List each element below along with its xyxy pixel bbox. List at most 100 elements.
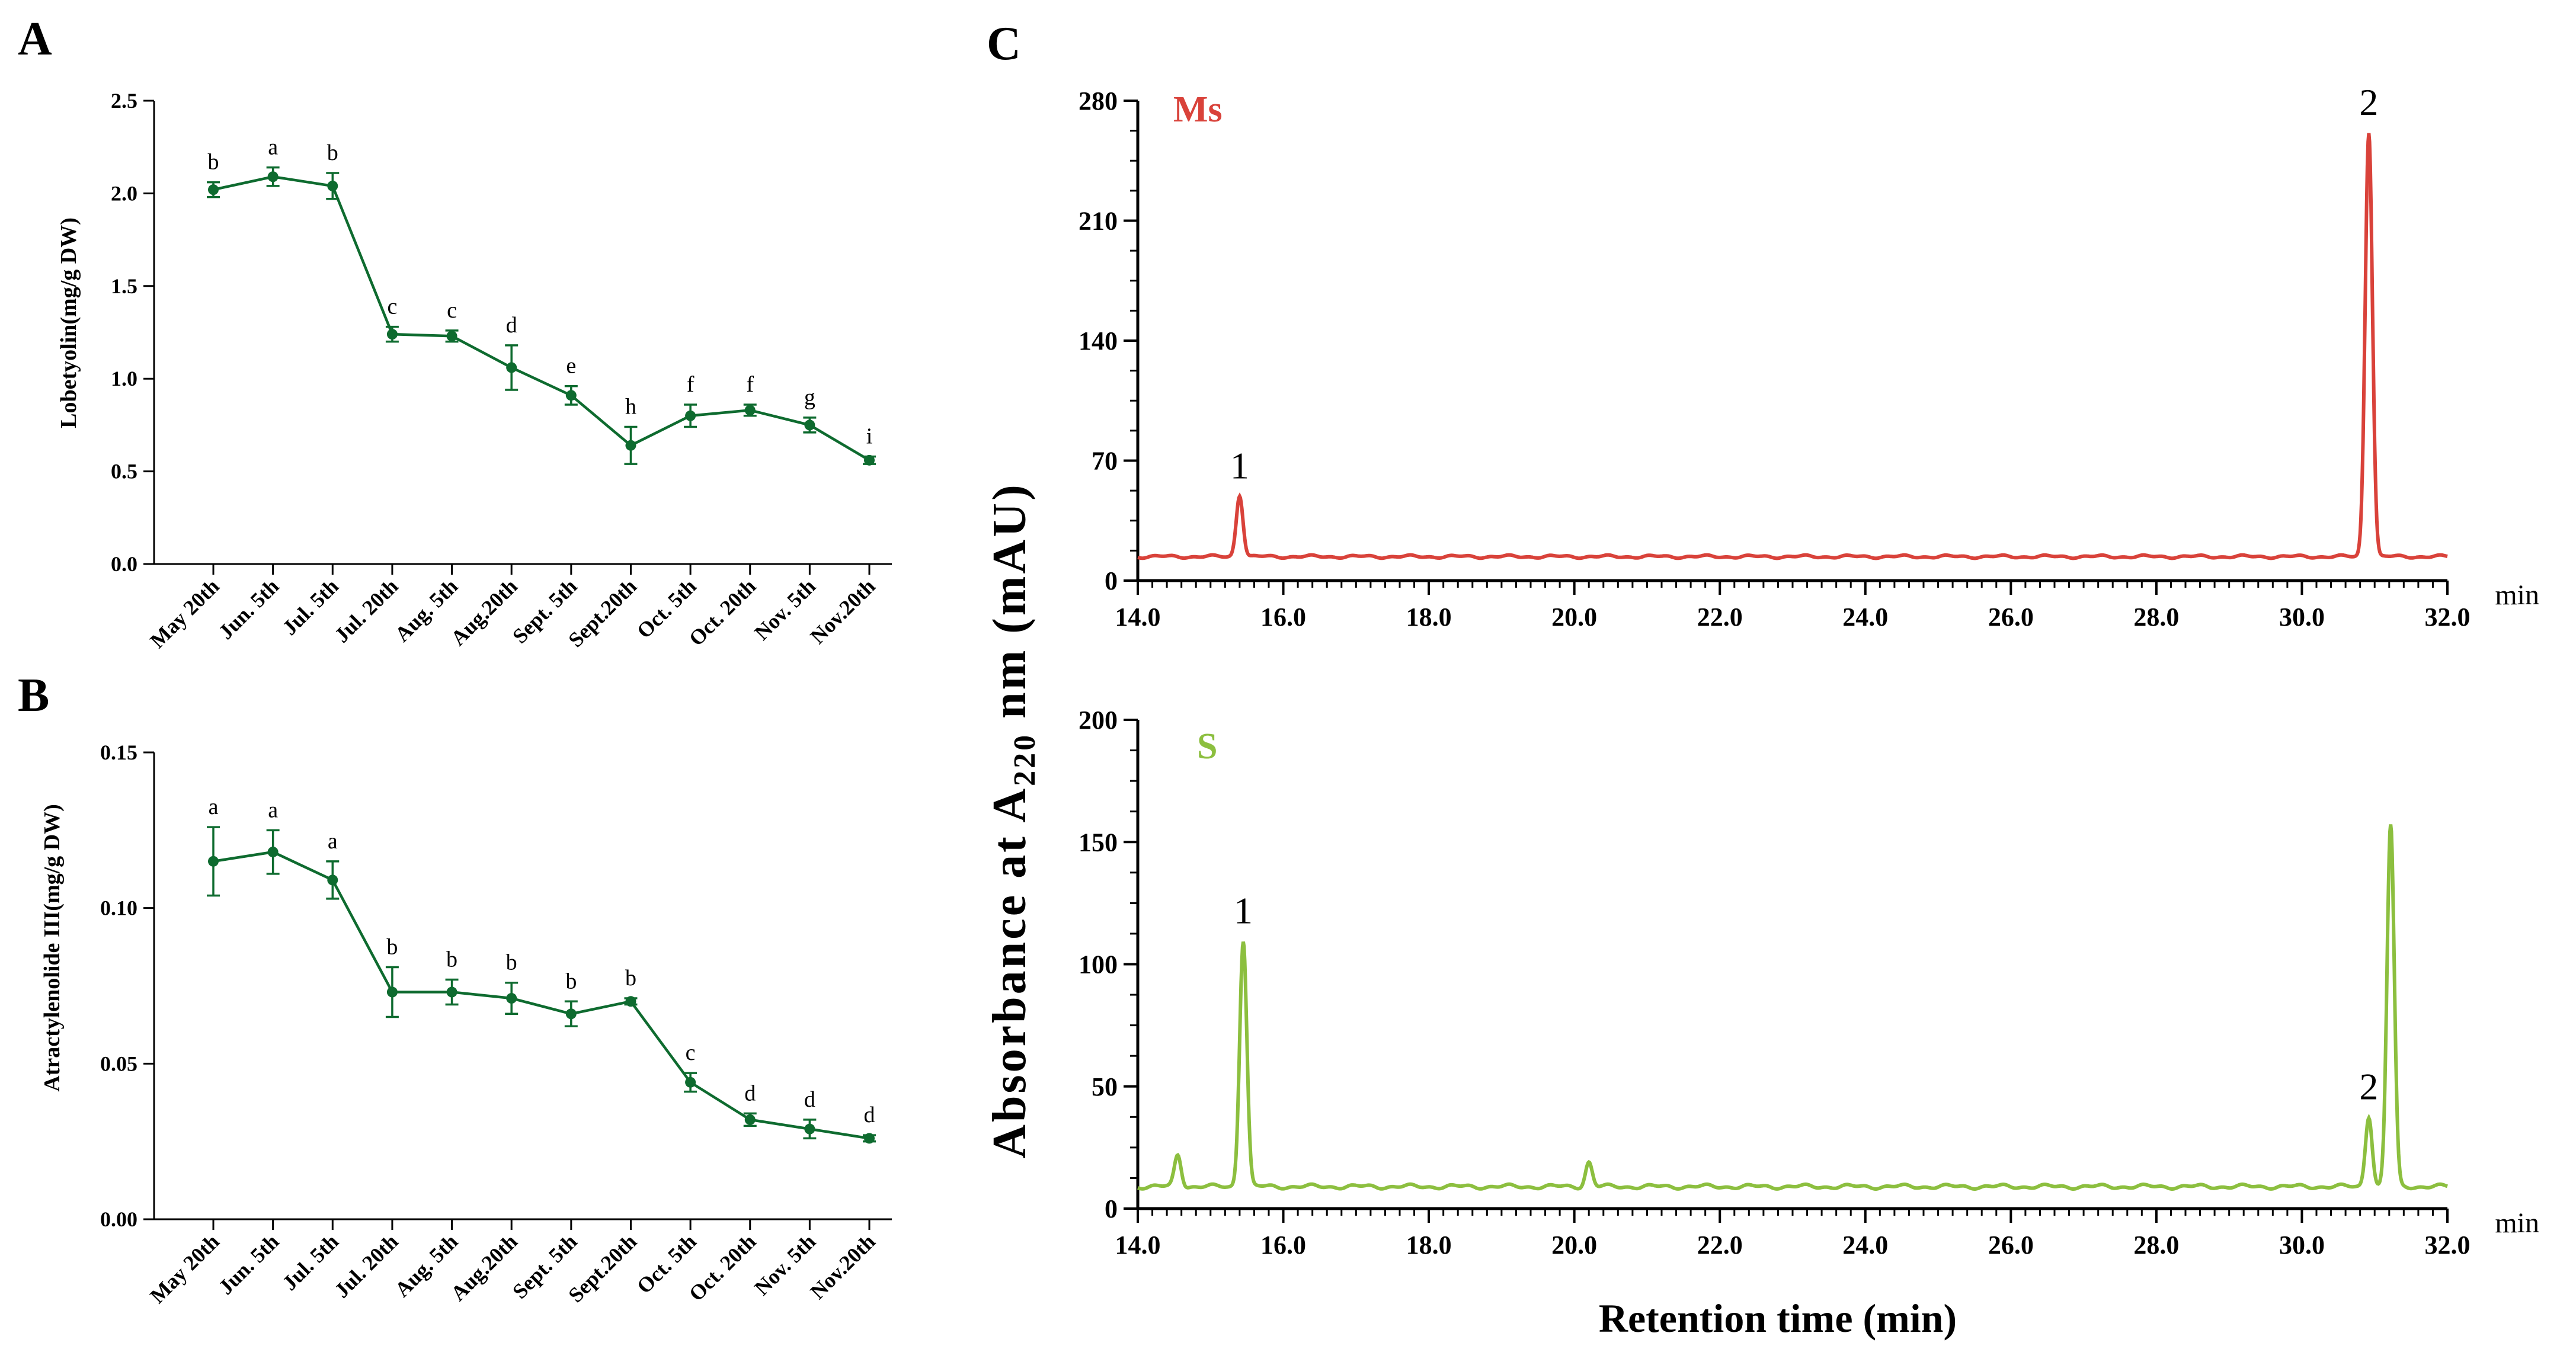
panel-label-a: A <box>18 13 52 65</box>
x-tick-label: Aug.20th <box>446 574 522 650</box>
y-tick-label: 140 <box>1079 326 1118 355</box>
data-point <box>267 171 279 182</box>
significance-label: b <box>446 947 457 972</box>
y-tick-label: 50 <box>1092 1072 1118 1101</box>
x-tick-label: Jun. 5th <box>214 1229 283 1299</box>
data-point <box>386 986 398 998</box>
x-unit-label: min <box>2495 1207 2539 1239</box>
data-point <box>386 329 398 340</box>
significance-label: c <box>686 1040 696 1065</box>
significance-label: b <box>208 150 219 175</box>
x-tick-label: Aug.20th <box>446 1229 522 1305</box>
x-tick-label: 32.0 <box>2425 1231 2471 1260</box>
x-tick-label: Jul. 20th <box>329 1229 402 1302</box>
significance-label: b <box>565 969 577 994</box>
x-tick-label: 32.0 <box>2425 603 2471 632</box>
data-point <box>446 986 457 998</box>
x-tick-label: Jun. 5th <box>214 574 283 643</box>
data-point <box>267 847 279 858</box>
x-tick-label: 14.0 <box>1115 603 1161 632</box>
x-tick-label: 20.0 <box>1551 603 1597 632</box>
x-tick-label: 16.0 <box>1260 1231 1306 1260</box>
y-tick-label: 2.0 <box>111 181 137 205</box>
data-point <box>565 390 577 401</box>
data-point <box>625 996 636 1007</box>
y-tick-label: 0.5 <box>111 460 137 483</box>
significance-label: d <box>744 1081 756 1106</box>
data-point <box>506 362 517 373</box>
data-point <box>685 410 696 421</box>
y-tick-label: 200 <box>1079 706 1118 735</box>
x-tick-label: Oct. 20th <box>684 1229 761 1306</box>
x-tick-label: 30.0 <box>2279 603 2325 632</box>
x-tick-label: Oct. 20th <box>684 574 761 651</box>
significance-label: i <box>866 424 873 449</box>
significance-label: f <box>687 372 695 397</box>
data-point <box>327 180 338 191</box>
panel-label-b: B <box>18 669 49 722</box>
x-tick-label: 18.0 <box>1406 1231 1452 1260</box>
y-tick-label: 0 <box>1105 1194 1118 1223</box>
significance-label: a <box>268 797 278 822</box>
significance-label: b <box>506 950 517 975</box>
y-tick-label: 210 <box>1079 207 1118 236</box>
x-unit-label: min <box>2495 579 2539 611</box>
significance-label: d <box>804 1087 815 1112</box>
x-tick-label: 24.0 <box>1842 1231 1888 1260</box>
x-tick-label: 18.0 <box>1406 603 1452 632</box>
y-axis-label-b: Atractylenolide III(mg/g DW) <box>40 804 65 1091</box>
y-tick-label: 2.5 <box>111 89 137 113</box>
x-tick-label: Jul. 20th <box>329 574 402 647</box>
x-tick-label: 26.0 <box>1988 1231 2034 1260</box>
chromatogram-x-axis-label: Retention time (min) <box>1599 1296 1957 1341</box>
data-point <box>685 1076 696 1088</box>
series-line <box>213 850 870 1140</box>
x-tick-label: Nov.20th <box>805 574 879 648</box>
data-point <box>744 1114 756 1125</box>
data-point <box>208 184 219 196</box>
significance-label: g <box>804 385 815 410</box>
data-point <box>506 993 517 1004</box>
panel-label-c: C <box>987 18 1021 70</box>
x-tick-label: 14.0 <box>1115 1231 1161 1260</box>
y-tick-label: 70 <box>1092 447 1118 476</box>
x-tick-label: Nov.20th <box>805 1229 879 1303</box>
peak-label: 1 <box>1234 889 1253 931</box>
x-tick-label: 22.0 <box>1697 603 1743 632</box>
significance-label: b <box>327 140 338 165</box>
y-label-suffix: nm (mAU) <box>984 482 1036 733</box>
y-axis-label-a: Lobetyolin(mg/g DW) <box>56 217 81 428</box>
data-point <box>864 454 875 466</box>
series-line <box>213 175 871 462</box>
y-tick-label: 100 <box>1079 950 1118 979</box>
significance-label: d <box>506 313 517 338</box>
x-tick-label: 20.0 <box>1551 1231 1597 1260</box>
data-point <box>565 1008 577 1020</box>
significance-label: a <box>328 829 338 854</box>
data-point <box>804 1123 815 1135</box>
chromatogram-y-axis-label: Absorbance at A220 nm (mAU) <box>984 482 1042 1159</box>
y-label-subscript: 220 <box>1008 733 1042 786</box>
y-tick-label: 1.0 <box>111 367 137 390</box>
x-tick-label: 22.0 <box>1697 1231 1743 1260</box>
significance-label: a <box>209 794 219 819</box>
peak-label: 2 <box>2359 81 2378 123</box>
peak-label: 1 <box>1230 444 1249 486</box>
significance-label: b <box>386 934 398 959</box>
y-tick-label: 0.0 <box>111 552 137 576</box>
chart-panel-b: Atractylenolide III(mg/g DW) 0.00 0.05 0.1… <box>40 741 892 1308</box>
chromatogram-s: 0 50 100 150 200 14.0 16.0 18.0 20.0 22.0 24.0 26.0… <box>1079 706 2539 1260</box>
data-point <box>864 1133 875 1144</box>
x-tick-label: 24.0 <box>1842 603 1888 632</box>
y-tick-label: 150 <box>1079 828 1118 857</box>
data-point <box>446 331 457 342</box>
y-tick-label: 0.10 <box>100 896 137 920</box>
significance-label: d <box>864 1103 875 1127</box>
y-tick-label: 0.15 <box>100 741 137 764</box>
data-point <box>625 440 636 451</box>
chromatogram-ms: 0 70 140 210 280 14.0 16.0 18.0 20.0 22.0 24.0 26.0… <box>1079 81 2539 632</box>
significance-label: h <box>625 395 636 419</box>
chart-panel-a: Lobetyolin(mg/g DW) 0.0 0.5 1.0 1.5 2.0 2.5 Ma… <box>56 89 892 653</box>
y-tick-label: 0.00 <box>100 1207 137 1231</box>
